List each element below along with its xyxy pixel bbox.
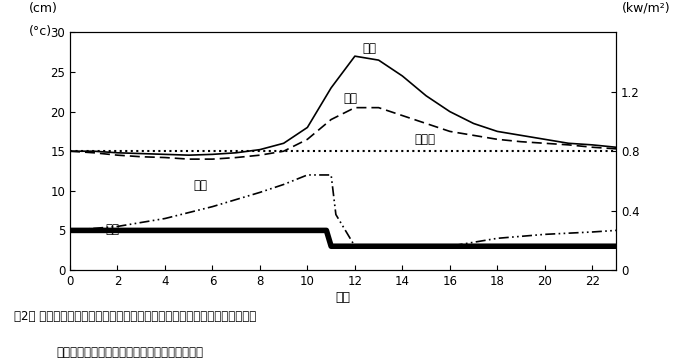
Text: 湛水温: 湛水温 (414, 134, 435, 147)
Text: (°c): (°c) (29, 25, 52, 38)
Text: 日射: 日射 (106, 223, 120, 236)
Text: 気温: 気温 (343, 92, 357, 105)
Text: 水管理エキスパートシステムで推論した結果。: 水管理エキスパートシステムで推論した結果。 (56, 346, 203, 359)
Text: 水深: 水深 (193, 179, 207, 192)
Text: 水温: 水温 (362, 41, 376, 55)
Text: (kw/m²): (kw/m²) (622, 1, 670, 14)
Text: (cm): (cm) (29, 1, 58, 14)
Text: 図2。 アキヒカリの幼穂形成期における最適水深とその時の水温の日変化を: 図2。 アキヒカリの幼穂形成期における最適水深とその時の水温の日変化を (14, 310, 256, 323)
X-axis label: 時刻: 時刻 (335, 291, 351, 303)
